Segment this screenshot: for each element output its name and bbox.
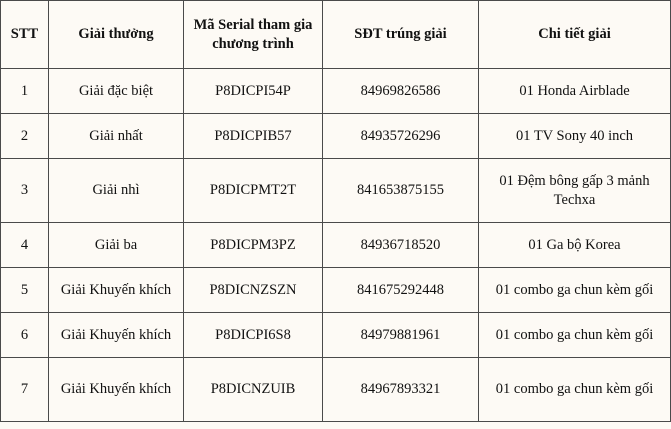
- table-cell: 84935726296: [322, 113, 479, 159]
- table-cell: Giải đặc biệt: [48, 68, 184, 114]
- table-cell: 01 combo ga chun kèm gối: [478, 357, 671, 422]
- table-row: 6 Giải Khuyến khích P8DICPI6S8 84979881961 0…: [0, 312, 671, 358]
- table-row: 2 Giải nhất P8DICPIB57 84935726296 01 TV Son…: [0, 113, 671, 159]
- header-cell: SĐT trúng giải: [322, 0, 479, 69]
- table-cell: 841653875155: [322, 158, 479, 223]
- table-cell: P8DICPI6S8: [183, 312, 323, 358]
- header-cell: STT: [0, 0, 49, 69]
- table-cell: 841675292448: [322, 267, 479, 313]
- table-cell: 84969826586: [322, 68, 479, 114]
- table-cell: P8DICPI54P: [183, 68, 323, 114]
- table-cell: Giải nhì: [48, 158, 184, 223]
- table-row: 7 Giải Khuyến khích P8DICNZUIB 84967893321 0…: [0, 357, 671, 422]
- header-cell: Mã Serial tham gia chương trình: [183, 0, 323, 69]
- table-row: 5 Giải Khuyến khích P8DICNZSZN 841675292448…: [0, 267, 671, 313]
- table-cell: P8DICPM3PZ: [183, 222, 323, 268]
- table-cell: P8DICNZUIB: [183, 357, 323, 422]
- table-cell: 6: [0, 312, 49, 358]
- header-cell: Giải thưởng: [48, 0, 184, 69]
- table-cell: 01 Đệm bông gấp 3 mảnh Techxa: [478, 158, 671, 223]
- table-cell: 4: [0, 222, 49, 268]
- table-row: 4 Giải ba P8DICPM3PZ 84936718520 01 Ga bộ Ko…: [0, 222, 671, 268]
- header-cell: Chi tiết giải: [478, 0, 671, 69]
- table-cell: 84967893321: [322, 357, 479, 422]
- table-cell: Giải Khuyến khích: [48, 357, 184, 422]
- table-cell: Giải Khuyến khích: [48, 267, 184, 313]
- table-cell: 01 TV Sony 40 inch: [478, 113, 671, 159]
- table-cell: 2: [0, 113, 49, 159]
- table-cell: P8DICPIB57: [183, 113, 323, 159]
- table-cell: 3: [0, 158, 49, 223]
- table-cell: 7: [0, 357, 49, 422]
- table-cell: 84979881961: [322, 312, 479, 358]
- table-cell: P8DICPMT2T: [183, 158, 323, 223]
- table-cell: Giải Khuyến khích: [48, 312, 184, 358]
- table-row: 1 Giải đặc biệt P8DICPI54P 84969826586 01 Ho…: [0, 68, 671, 114]
- table-row: 3 Giải nhì P8DICPMT2T 841653875155 01 Đệm bô…: [0, 158, 671, 223]
- table-cell: 1: [0, 68, 49, 114]
- table-cell: 5: [0, 267, 49, 313]
- table-cell: Giải ba: [48, 222, 184, 268]
- table-cell: P8DICNZSZN: [183, 267, 323, 313]
- table-body: 1 Giải đặc biệt P8DICPI54P 84969826586 01 Ho…: [0, 68, 671, 422]
- table-cell: 01 Ga bộ Korea: [478, 222, 671, 268]
- table-cell: Giải nhất: [48, 113, 184, 159]
- table-cell: 84936718520: [322, 222, 479, 268]
- header-row: STT Giải thưởng Mã Serial tham gia chương …: [0, 0, 671, 69]
- table-cell: 01 combo ga chun kèm gối: [478, 312, 671, 358]
- table-cell: 01 combo ga chun kèm gối: [478, 267, 671, 313]
- table-cell: 01 Honda Airblade: [478, 68, 671, 114]
